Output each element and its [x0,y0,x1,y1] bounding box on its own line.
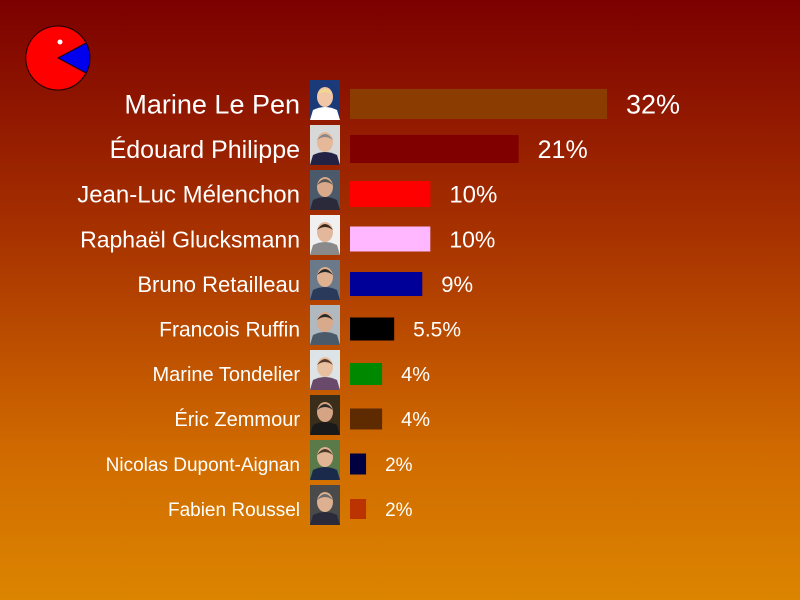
value-label: 2% [385,500,413,521]
value-label: 4% [401,409,430,431]
value-label: 10% [449,226,495,252]
bar [350,181,431,207]
portrait-dupont-aignan-icon [310,440,340,480]
category-label: Éric Zemmour [174,408,300,431]
value-label: 9% [441,272,473,297]
value-label: 21% [538,136,588,164]
bar [350,453,367,475]
bar [350,89,607,119]
category-label: Bruno Retailleau [137,272,300,297]
pie-logo-icon [25,25,91,91]
category-label: Francois Ruffin [159,319,300,342]
portrait-ruffin-icon [310,305,340,345]
value-label: 2% [385,455,413,476]
value-label: 10% [449,182,497,209]
category-label: Jean-Luc Mélenchon [77,182,300,209]
bar [350,226,431,252]
portrait-retailleau-icon [310,260,340,300]
bar [350,317,395,341]
category-label: Raphaël Glucksmann [80,226,300,252]
bar [350,363,383,385]
portrait-le-pen-icon [310,80,340,120]
portrait-melenchon-icon [310,170,340,210]
value-label: 32% [626,90,680,120]
category-label: Édouard Philippe [110,135,300,164]
portrait-roussel-icon [310,485,340,525]
category-label: Marine Tondelier [153,364,301,386]
bar [350,272,423,296]
bar [350,408,383,430]
value-label: 5.5% [413,319,461,342]
category-label: Marine Le Pen [124,90,300,120]
portrait-philippe-icon [310,125,340,165]
category-label: Nicolas Dupont-Aignan [106,455,300,476]
portrait-zemmour-icon [310,395,340,435]
value-label: 4% [401,364,430,386]
portrait-tondelier-icon [310,350,340,390]
category-label: Fabien Roussel [168,500,300,521]
bar [350,135,519,163]
bar [350,499,367,519]
portrait-glucksmann-icon [310,215,340,255]
